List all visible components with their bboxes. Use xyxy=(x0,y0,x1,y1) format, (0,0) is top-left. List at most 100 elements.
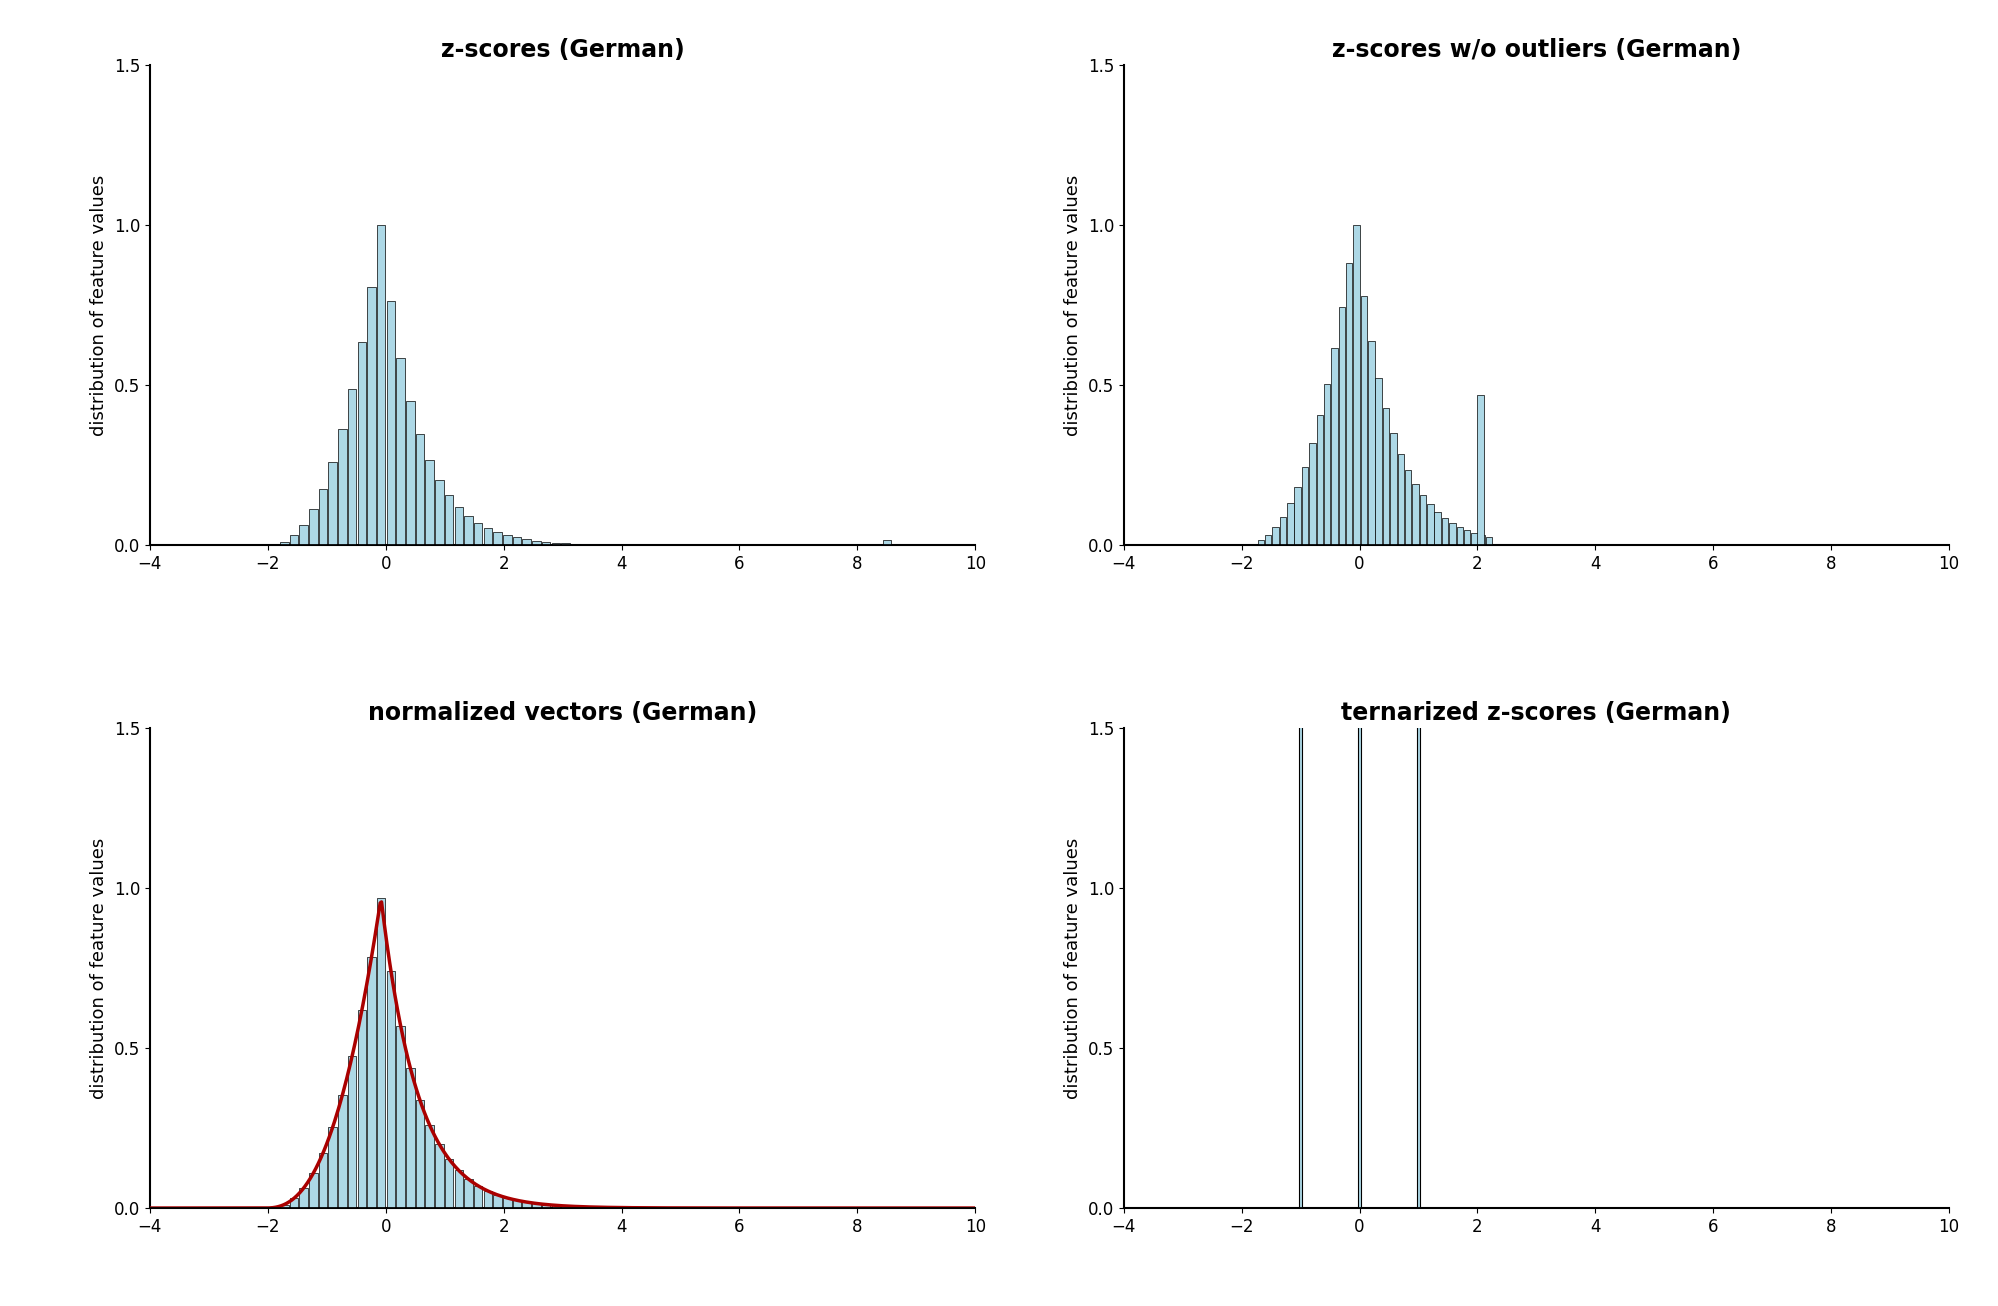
Bar xyxy=(1463,530,1471,546)
Bar xyxy=(1317,415,1323,546)
Bar xyxy=(1295,487,1301,546)
Bar xyxy=(426,1126,434,1208)
Bar xyxy=(328,462,338,546)
Bar xyxy=(436,479,444,546)
Y-axis label: distribution of feature values: distribution of feature values xyxy=(90,837,108,1098)
Bar xyxy=(1323,384,1331,546)
Bar xyxy=(1367,341,1375,546)
Bar xyxy=(416,1101,424,1208)
Bar xyxy=(1359,568,1361,1208)
Bar xyxy=(290,535,298,546)
Bar xyxy=(1287,503,1293,546)
Bar xyxy=(484,1191,492,1208)
Bar xyxy=(881,539,891,546)
Bar xyxy=(541,542,549,546)
Bar xyxy=(310,1173,318,1208)
Bar xyxy=(1419,495,1425,546)
Bar xyxy=(338,428,346,546)
Title: normalized vectors (German): normalized vectors (German) xyxy=(368,700,757,725)
Bar xyxy=(1279,517,1285,546)
Bar xyxy=(474,1186,482,1208)
Bar xyxy=(1417,568,1419,1208)
Bar xyxy=(454,507,464,546)
Bar xyxy=(426,460,434,546)
Bar xyxy=(571,543,579,546)
Bar xyxy=(338,1094,346,1208)
Bar xyxy=(378,226,386,546)
Bar xyxy=(368,957,376,1208)
Bar xyxy=(551,543,559,546)
Bar xyxy=(1471,533,1477,546)
Bar xyxy=(454,1170,464,1208)
Y-axis label: distribution of feature values: distribution of feature values xyxy=(90,175,108,436)
Bar xyxy=(300,1188,308,1208)
Bar xyxy=(310,509,318,546)
Bar xyxy=(474,522,482,546)
Bar xyxy=(1375,377,1381,546)
Bar xyxy=(358,1011,366,1208)
Bar xyxy=(511,1200,521,1208)
Bar xyxy=(484,528,492,546)
Y-axis label: distribution of feature values: distribution of feature values xyxy=(1063,837,1081,1098)
Bar xyxy=(358,341,366,546)
Bar xyxy=(1309,443,1315,546)
Bar xyxy=(406,1068,414,1208)
Bar xyxy=(494,1195,501,1208)
Bar xyxy=(503,1198,511,1208)
Bar xyxy=(1331,347,1337,546)
Bar xyxy=(464,516,474,546)
Bar xyxy=(1449,522,1455,546)
Bar xyxy=(280,1204,288,1208)
Bar xyxy=(1339,307,1345,546)
Title: ternarized z-scores (German): ternarized z-scores (German) xyxy=(1341,700,1730,725)
Bar xyxy=(1361,295,1367,546)
Bar xyxy=(1485,537,1493,546)
Bar xyxy=(531,1203,539,1208)
Bar xyxy=(328,1127,338,1208)
Bar xyxy=(541,1204,549,1208)
Bar xyxy=(494,532,501,546)
Bar xyxy=(1299,568,1301,1208)
Bar xyxy=(1405,470,1411,546)
Bar xyxy=(386,300,396,546)
Bar xyxy=(348,1057,356,1208)
Bar xyxy=(531,541,539,546)
Bar xyxy=(464,1179,474,1208)
Bar xyxy=(1397,453,1403,546)
Bar xyxy=(290,1199,298,1208)
Bar xyxy=(1413,483,1419,546)
Bar xyxy=(406,401,414,546)
Bar xyxy=(1389,434,1397,546)
Bar xyxy=(446,495,454,546)
Bar xyxy=(521,539,531,546)
Bar xyxy=(1383,409,1389,546)
Bar xyxy=(1479,535,1485,546)
Bar xyxy=(1345,263,1353,546)
Bar xyxy=(561,1205,569,1208)
Bar xyxy=(1265,535,1271,546)
Bar xyxy=(561,543,569,546)
Bar xyxy=(396,358,406,546)
Bar xyxy=(1441,517,1447,546)
Bar xyxy=(551,1205,559,1208)
Bar xyxy=(1249,543,1257,546)
Bar xyxy=(1301,466,1307,546)
Bar xyxy=(318,488,328,546)
Bar xyxy=(368,286,376,546)
Bar xyxy=(416,435,424,546)
Bar xyxy=(1435,512,1441,546)
Bar xyxy=(1271,528,1279,546)
Bar xyxy=(280,542,288,546)
Bar xyxy=(446,1160,454,1208)
Bar xyxy=(386,970,396,1208)
Bar xyxy=(348,389,356,546)
Bar xyxy=(378,897,386,1208)
Bar xyxy=(503,535,511,546)
Bar xyxy=(1257,541,1263,546)
Bar xyxy=(1477,394,1483,546)
Bar xyxy=(1353,226,1359,546)
Title: z-scores w/o outliers (German): z-scores w/o outliers (German) xyxy=(1331,38,1740,61)
Bar xyxy=(571,1207,579,1208)
Bar xyxy=(300,525,308,546)
Bar xyxy=(521,1202,531,1208)
